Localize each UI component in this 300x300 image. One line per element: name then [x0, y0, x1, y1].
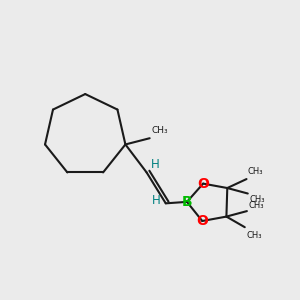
Text: CH₃: CH₃ — [151, 126, 168, 135]
Text: H: H — [151, 158, 159, 171]
Text: H: H — [152, 194, 161, 208]
Text: O: O — [196, 214, 208, 228]
Text: CH₃: CH₃ — [246, 231, 262, 240]
Text: B: B — [182, 195, 192, 209]
Text: CH₃: CH₃ — [248, 201, 264, 210]
Text: CH₃: CH₃ — [248, 167, 263, 176]
Text: CH₃: CH₃ — [249, 195, 265, 204]
Text: O: O — [197, 177, 209, 190]
